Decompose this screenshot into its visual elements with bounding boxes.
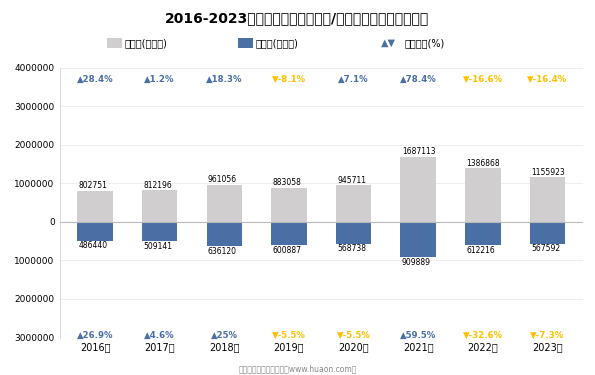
Text: ▲7.1%: ▲7.1% [339, 75, 369, 84]
Bar [530, 222, 565, 244]
Bar [142, 190, 177, 222]
Text: 进口额(万美元): 进口额(万美元) [256, 38, 299, 48]
Text: 802751: 802751 [79, 181, 108, 190]
Text: 486440: 486440 [79, 241, 108, 250]
Bar [336, 185, 371, 222]
Text: 600887: 600887 [273, 246, 302, 255]
Text: 945711: 945711 [337, 176, 366, 184]
Text: 568738: 568738 [337, 244, 366, 254]
Text: 制图：华经产业研究院（www.huaon.com）: 制图：华经产业研究院（www.huaon.com） [239, 364, 356, 373]
Text: ▼-32.6%: ▼-32.6% [463, 330, 503, 339]
Text: 567592: 567592 [531, 244, 560, 254]
Text: 1687113: 1687113 [402, 147, 436, 156]
Text: 1155923: 1155923 [531, 168, 565, 177]
Text: ▲78.4%: ▲78.4% [400, 75, 437, 84]
Bar [271, 222, 307, 245]
Bar [206, 185, 242, 222]
Text: ▲▼: ▲▼ [381, 38, 396, 48]
Text: ▲59.5%: ▲59.5% [400, 330, 436, 339]
Text: 1386868: 1386868 [466, 159, 500, 168]
Text: ▼-7.3%: ▼-7.3% [530, 330, 565, 339]
Text: ▼-5.5%: ▼-5.5% [337, 330, 371, 339]
Text: 2016-2023年太原市（境内目的地/货源地）进、出口额统计: 2016-2023年太原市（境内目的地/货源地）进、出口额统计 [165, 11, 430, 25]
Bar [77, 222, 113, 240]
Bar [206, 222, 242, 246]
Text: ▼-5.5%: ▼-5.5% [272, 330, 306, 339]
Text: ▲25%: ▲25% [211, 330, 238, 339]
Text: 同比增长(%): 同比增长(%) [405, 38, 445, 48]
Text: ▼-16.4%: ▼-16.4% [527, 75, 568, 84]
Bar [530, 177, 565, 222]
Text: ▲28.4%: ▲28.4% [77, 75, 114, 84]
Bar [400, 222, 436, 257]
Text: 909889: 909889 [402, 258, 431, 267]
Text: ▼-16.6%: ▼-16.6% [463, 75, 503, 84]
Text: 636120: 636120 [208, 247, 237, 256]
Bar [400, 157, 436, 222]
Text: 612216: 612216 [466, 246, 495, 255]
Bar [336, 222, 371, 244]
Text: 509141: 509141 [143, 242, 172, 251]
Text: ▲1.2%: ▲1.2% [145, 75, 175, 84]
Text: ▲26.9%: ▲26.9% [77, 330, 113, 339]
Text: 出口额(万美元): 出口额(万美元) [125, 38, 168, 48]
Bar [465, 222, 500, 245]
Bar [465, 168, 500, 222]
Text: 883058: 883058 [273, 178, 302, 187]
Text: 961056: 961056 [208, 175, 237, 184]
Bar [77, 191, 113, 222]
Text: ▲18.3%: ▲18.3% [206, 75, 243, 84]
Text: 812196: 812196 [143, 181, 172, 190]
Text: ▲4.6%: ▲4.6% [145, 330, 175, 339]
Bar [142, 222, 177, 242]
Text: ▼-8.1%: ▼-8.1% [272, 75, 306, 84]
Bar [271, 188, 307, 222]
